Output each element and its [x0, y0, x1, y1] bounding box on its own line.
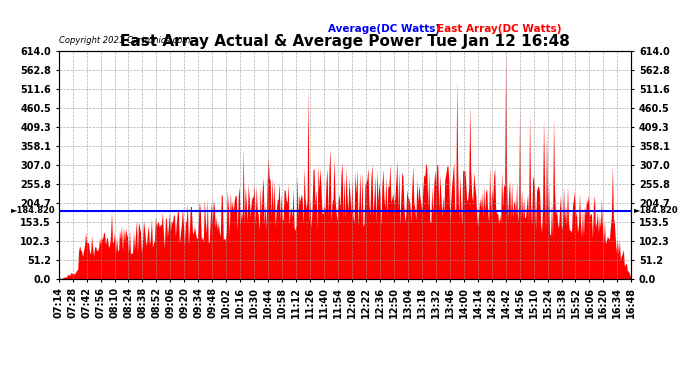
Title: East Array Actual & Average Power Tue Jan 12 16:48: East Array Actual & Average Power Tue Ja… — [120, 34, 570, 50]
Text: ►184.820: ►184.820 — [11, 206, 56, 215]
Text: ►184.820: ►184.820 — [634, 206, 679, 215]
Text: Copyright 2021 Cartronics.com: Copyright 2021 Cartronics.com — [59, 36, 190, 45]
Text: Average(DC Watts): Average(DC Watts) — [328, 24, 440, 34]
Text: East Array(DC Watts): East Array(DC Watts) — [437, 24, 561, 34]
